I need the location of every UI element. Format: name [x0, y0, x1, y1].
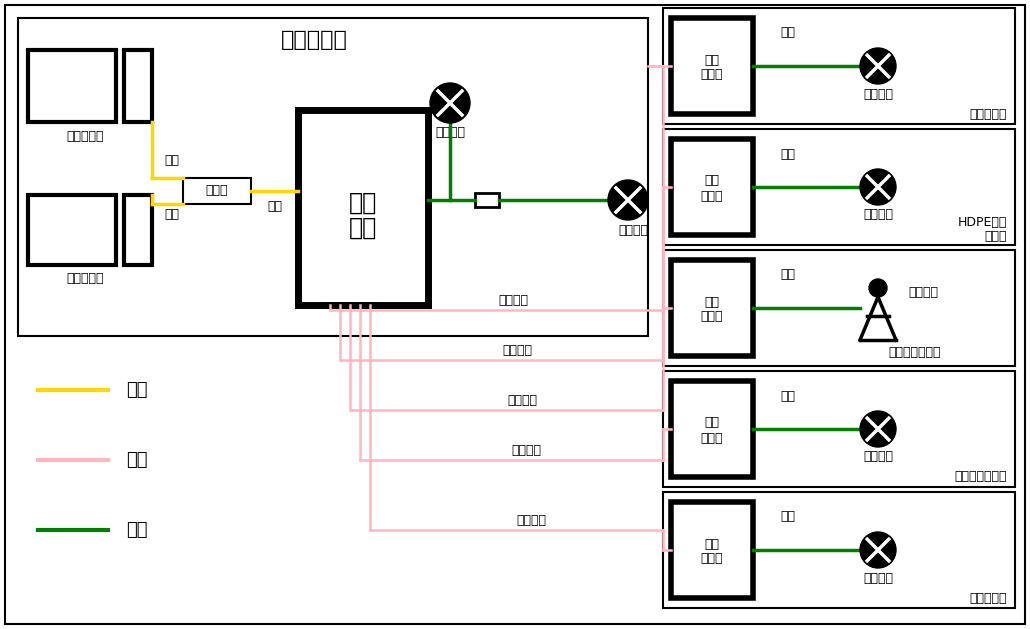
- Text: 室内天线: 室内天线: [863, 87, 893, 101]
- Text: 光纤: 光纤: [705, 296, 720, 308]
- Bar: [28, 50, 116, 122]
- Text: 机柜间: 机柜间: [985, 230, 1007, 243]
- Bar: [663, 129, 1015, 245]
- Bar: [671, 260, 753, 356]
- Text: 网线: 网线: [267, 199, 282, 213]
- Text: HDPE装置: HDPE装置: [958, 216, 1007, 230]
- Text: 网线: 网线: [126, 381, 147, 399]
- Circle shape: [608, 180, 648, 220]
- Text: 网线: 网线: [164, 153, 179, 167]
- Text: 室内天线: 室内天线: [863, 208, 893, 221]
- Text: 轻烃装置机柜间: 轻烃装置机柜间: [955, 470, 1007, 484]
- Bar: [298, 110, 428, 305]
- Text: 室内天线: 室内天线: [863, 450, 893, 464]
- Text: 馈线: 馈线: [781, 269, 795, 282]
- Text: 光纤: 光纤: [705, 538, 720, 550]
- Circle shape: [869, 279, 887, 297]
- Bar: [28, 195, 116, 265]
- Bar: [475, 193, 499, 207]
- Bar: [671, 139, 753, 235]
- Text: 光纤: 光纤: [126, 451, 147, 469]
- Text: 调度服务器: 调度服务器: [66, 130, 104, 143]
- Circle shape: [860, 169, 896, 205]
- Text: 远端机: 远端机: [700, 311, 723, 323]
- Text: 馈线: 馈线: [781, 511, 795, 523]
- Text: 灌区机柜间: 灌区机柜间: [969, 591, 1007, 604]
- Text: 远端机: 远端机: [700, 69, 723, 82]
- Text: 单模光纤: 单模光纤: [503, 343, 533, 357]
- Text: 基站: 基站: [349, 191, 377, 214]
- Text: 单模光纤: 单模光纤: [516, 513, 546, 526]
- Text: 单模光纤: 单模光纤: [499, 294, 528, 306]
- Text: 馈线: 馈线: [781, 147, 795, 160]
- Bar: [663, 8, 1015, 124]
- Bar: [671, 502, 753, 598]
- Text: 网线: 网线: [164, 208, 179, 221]
- Text: 远端机: 远端机: [700, 431, 723, 445]
- Text: 中心控制室: 中心控制室: [280, 30, 347, 50]
- Text: 光纤: 光纤: [705, 174, 720, 187]
- Circle shape: [430, 83, 470, 123]
- Bar: [663, 250, 1015, 366]
- Text: 设备: 设备: [349, 216, 377, 240]
- Bar: [183, 178, 251, 204]
- Circle shape: [860, 48, 896, 84]
- Text: 远端机: 远端机: [700, 552, 723, 565]
- Bar: [663, 371, 1015, 487]
- Text: 室内天线: 室内天线: [435, 126, 465, 140]
- Bar: [671, 18, 753, 114]
- Circle shape: [860, 411, 896, 447]
- Text: 区域机柜间: 区域机柜间: [969, 108, 1007, 121]
- Text: 室外天线: 室外天线: [908, 286, 938, 299]
- Text: 馈线: 馈线: [781, 389, 795, 403]
- Text: 单模光纤: 单模光纤: [512, 443, 542, 457]
- Bar: [663, 492, 1015, 608]
- Text: 室内天线: 室内天线: [618, 223, 648, 237]
- Bar: [124, 195, 152, 265]
- Text: 馈线: 馈线: [126, 521, 147, 539]
- Text: 室内天线: 室内天线: [863, 572, 893, 584]
- Text: 调度客户端: 调度客户端: [66, 272, 104, 284]
- Bar: [18, 18, 648, 336]
- Circle shape: [860, 532, 896, 568]
- Text: 远端机: 远端机: [700, 189, 723, 203]
- Text: 车间办公楼楼顶: 车间办公楼楼顶: [888, 347, 940, 360]
- Bar: [124, 50, 152, 122]
- Text: 交换机: 交换机: [206, 184, 229, 198]
- Text: 馈线: 馈线: [781, 26, 795, 40]
- Bar: [671, 381, 753, 477]
- Text: 光纤: 光纤: [705, 416, 720, 430]
- Text: 单模光纤: 单模光纤: [507, 394, 538, 406]
- Text: 光纤: 光纤: [705, 53, 720, 67]
